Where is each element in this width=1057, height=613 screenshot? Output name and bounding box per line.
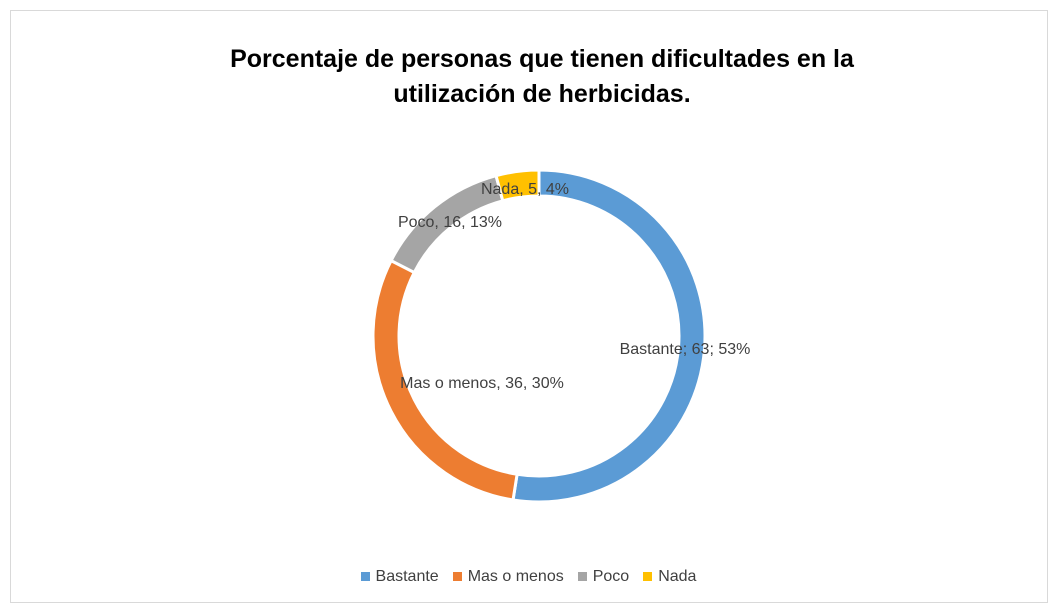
legend-swatch: [360, 572, 370, 581]
legend-item: Poco: [577, 568, 630, 586]
legend-label: Nada: [658, 568, 697, 585]
legend-swatch: [577, 572, 587, 581]
legend-item: Mas o menos: [452, 568, 564, 586]
data-label: Nada, 5, 4%: [480, 181, 570, 198]
chart-title: Porcentaje de personas que tienen dificu…: [230, 45, 854, 108]
chart-frame: [10, 10, 1048, 603]
legend-label: Bastante: [375, 568, 439, 585]
data-label: Mas o menos, 36, 30%: [400, 375, 564, 392]
legend-item: Nada: [643, 568, 696, 586]
legend-label: Poco: [592, 568, 630, 585]
legend-swatch: [643, 572, 653, 581]
data-label: Poco, 16, 13%: [397, 214, 503, 231]
donut-segment: [494, 168, 541, 203]
donut-segment: [511, 168, 707, 504]
data-label: Bastante; 63; 53%: [619, 341, 751, 358]
legend: Bastante Mas o menos Poco Nada: [0, 568, 1057, 586]
legend-swatch: [452, 572, 462, 581]
legend-item: Bastante: [360, 568, 439, 586]
legend-label: Mas o menos: [467, 568, 564, 585]
